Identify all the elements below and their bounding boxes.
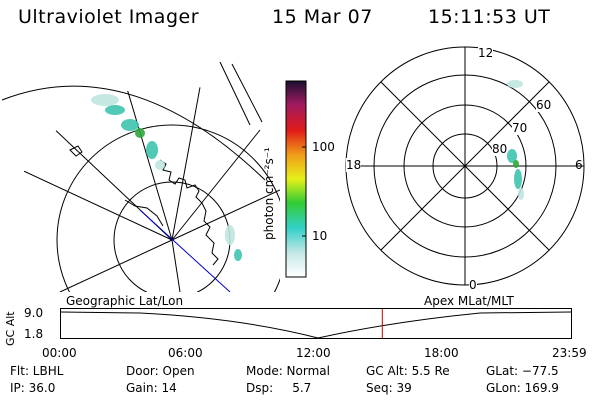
coastline [159,159,219,266]
right-panel-label: Apex MLat/MLT [424,294,514,308]
coastline [124,199,164,227]
polar-aurora [507,80,524,200]
time-label: 15:11:53 UT [428,6,551,28]
app-title: Ultraviolet Imager [18,6,200,28]
polar-plot [345,46,585,286]
map-outer-arc [1,85,266,181]
altitude-xtick-2: 12:00 [296,346,331,360]
door-status: Door: Open [126,364,195,378]
polar-label-0: 0 [469,278,477,292]
geographic-map [1,61,280,292]
ip-status: IP: 36.0 [10,381,56,395]
meridian-line [171,85,206,241]
gc-alt-status: GC Alt: 5.5 Re [366,364,450,378]
mode-status: Mode: Normal [246,364,330,378]
altitude-curve [60,311,572,339]
colorbar [285,80,307,278]
colorbar-unit-label: photon cm⁻²s⁻¹ [262,147,276,240]
meridian-line [171,239,181,292]
aurora-emission [91,94,242,261]
seq-status: Seq: 39 [366,381,412,395]
altitude-xtick-0: 00:00 [42,346,77,360]
altitude-plot [60,308,572,339]
coastline [69,145,83,157]
meridian-line [171,189,280,241]
glon-status: GLon: 169.9 [486,381,559,395]
gain-status: Gain: 14 [126,381,177,395]
meridian-line [2,159,173,241]
date-label: 15 Mar 07 [272,6,373,28]
meridian-line [59,239,173,292]
polar-label-12: 12 [478,46,494,60]
glat-status: GLat: −77.5 [486,364,559,378]
dsp-status: Dsp: 5.7 [246,381,312,395]
meridian-line [171,129,261,241]
meridian-line [119,85,173,241]
latitude-circle [56,124,280,292]
map-arc [231,63,263,123]
altitude-ylabel: GC Alt [4,311,17,346]
colorbar-tick-10: 10 [312,229,328,243]
polar-label-70: 70 [512,121,528,135]
altitude-xtick-4: 23:59 [552,346,587,360]
left-panel-label: Geographic Lat/Lon [66,294,184,308]
altitude-ytick-bottom: 1.8 [24,327,44,341]
polar-label-60: 60 [536,98,552,112]
altitude-ytick-top: 9.0 [24,306,44,320]
polar-label-80: 80 [492,142,508,156]
map-arc [219,61,251,126]
altitude-xtick-3: 18:00 [424,346,459,360]
polar-label-6: 6 [575,158,583,172]
filter-status: Flt: LBHL [10,364,64,378]
polar-label-18: 18 [346,158,362,172]
meridian-line [139,209,231,292]
colorbar-tick-100: 100 [312,140,335,154]
altitude-xtick-1: 06:00 [168,346,203,360]
